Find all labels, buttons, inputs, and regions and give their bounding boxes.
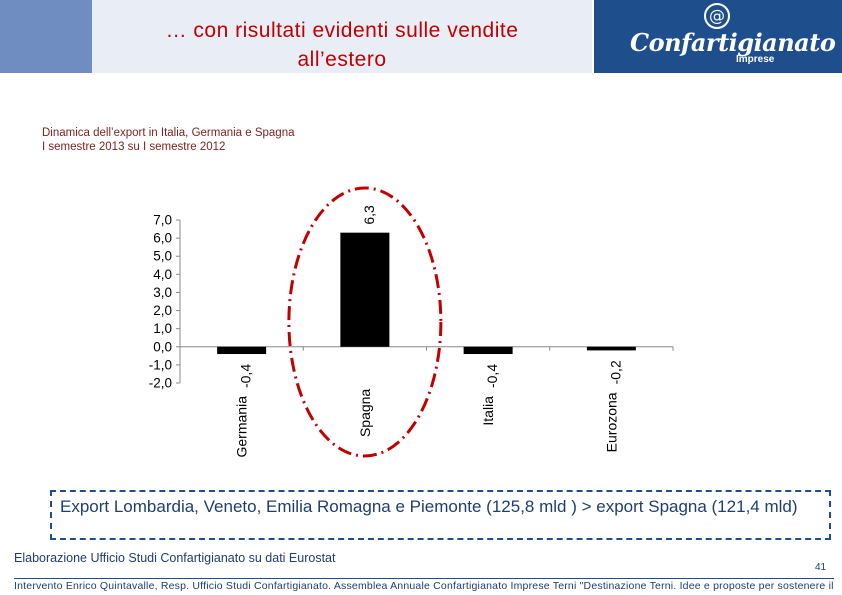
category-label: Spagna <box>357 389 373 437</box>
logo-sub: Imprese <box>736 54 775 65</box>
y-tick-label: -1,0 <box>149 357 172 372</box>
data-label: -0,2 <box>607 360 623 384</box>
y-tick-label: -2,0 <box>149 376 172 391</box>
data-label: -0,4 <box>484 364 500 388</box>
category-label: Italia <box>480 396 496 426</box>
highlight-ellipse <box>287 186 443 458</box>
bar <box>586 346 636 351</box>
category-label: Germania <box>234 396 250 458</box>
page-number: 41 <box>815 562 827 573</box>
y-tick-label: 4,0 <box>153 267 172 282</box>
slide-title-line1: … con risultati evidenti sulle vendite <box>165 19 519 42</box>
footer-text: Intervento Enrico Quintavalle, Resp. Uff… <box>14 580 834 592</box>
bar <box>217 346 267 355</box>
category-label: Eurozona <box>603 392 619 452</box>
footer-divider <box>14 578 834 579</box>
y-tick-label: 7,0 <box>153 213 172 228</box>
header-side-block <box>0 0 92 73</box>
at-icon: @ <box>704 3 730 29</box>
header-band <box>92 0 592 73</box>
y-tick-label: 6,0 <box>153 231 172 246</box>
bar <box>340 232 390 347</box>
slide-title: … con risultati evidenti sulle vendite a… <box>92 16 592 74</box>
callout-box <box>50 490 831 540</box>
bar <box>463 346 513 355</box>
data-label: -0,4 <box>238 364 254 388</box>
source-note: Elaborazione Ufficio Studi Confartigiana… <box>14 551 336 565</box>
chart-subtitle: Dinamica dell’export in Italia, Germania… <box>42 126 295 154</box>
data-label: 6,3 <box>361 205 377 225</box>
chart-subtitle-line2: I semestre 2013 su I semestre 2012 <box>42 141 226 153</box>
y-tick-label: 5,0 <box>153 249 172 264</box>
logo-name: Confartigianato <box>630 28 836 57</box>
chart-subtitle-line1: Dinamica dell’export in Italia, Germania… <box>42 127 295 139</box>
y-tick-label: 3,0 <box>153 285 172 300</box>
slide-title-line2: all’estero <box>297 48 387 71</box>
callout-text: Export Lombardia, Veneto, Emilia Romagna… <box>60 497 798 516</box>
y-tick-label: 1,0 <box>153 321 172 336</box>
y-tick-label: 0,0 <box>153 339 172 354</box>
logo: @ Confartigianato Imprese <box>594 0 842 73</box>
y-tick-label: 2,0 <box>153 303 172 318</box>
